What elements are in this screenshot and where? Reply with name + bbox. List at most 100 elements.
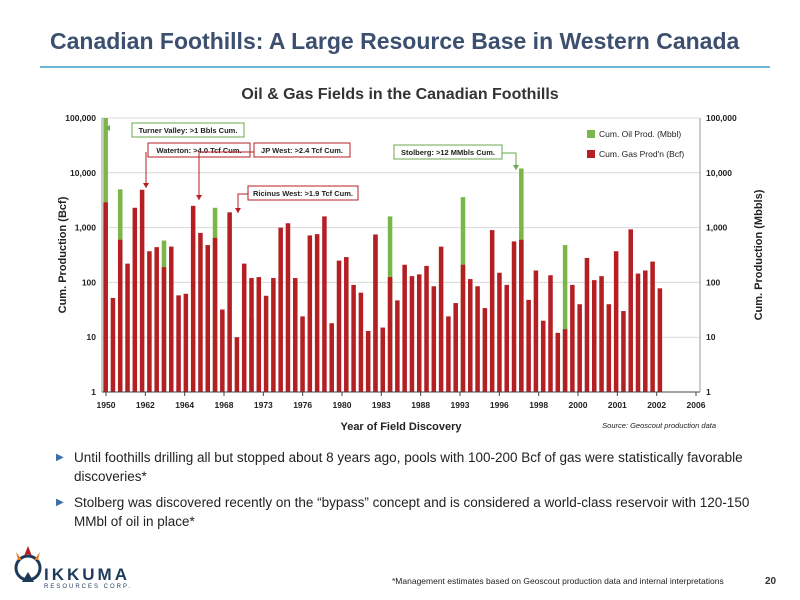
x-tick-label: 2006 [687,400,706,410]
oil-bar [562,245,568,392]
gas-bar [519,239,524,392]
gas-bar [511,241,517,392]
callout-box [131,122,245,138]
gas-bar [438,246,444,392]
gas-bar [154,247,159,392]
gas-bar [577,304,582,392]
gas-bar [657,288,663,392]
bullet-arrow-icon: ▶ [56,452,64,463]
gas-bar [300,316,305,392]
gas-bar [110,297,116,392]
gas-bar [635,273,641,392]
footnote: *Management estimates based on Geoscout … [392,576,724,586]
callout-box [253,142,351,158]
slide-title: Canadian Foothills: A Large Resource Bas… [50,28,740,54]
gas-bar [453,303,458,392]
gas-bar [424,265,429,392]
gas-bar [599,276,604,392]
callout-arrowhead-icon [105,125,110,131]
y-tick-label-left: 100,000 [65,113,96,123]
x-tick-label: 1962 [136,400,155,410]
gas-bar [169,246,174,392]
gas-bar [285,223,291,392]
y-axis-title-left: Cum. Production (Bcf) [57,196,69,313]
gas-bar [446,316,451,392]
gas-bar [584,257,590,392]
gas-bar [643,270,648,392]
gas-bar [292,278,298,392]
gas-bar [416,274,422,392]
x-tick-label: 1996 [490,400,509,410]
y-tick-label-left: 10 [87,332,97,342]
gas-bar [460,264,466,392]
gas-bar [139,189,145,392]
callout-label: Ricinus West: >1.9 Tcf Cum. [253,189,353,198]
gas-bar [256,277,262,392]
y-tick-label-right: 10,000 [706,168,732,178]
gas-bar [103,202,108,392]
gas-bar [497,272,502,392]
y-tick-label-right: 1 [706,387,711,397]
callout-leader [198,151,254,200]
flame-logo-icon [14,546,42,582]
x-tick-label: 1988 [411,400,430,410]
bullet-arrow-icon: ▶ [56,497,64,508]
gas-bar [336,260,342,392]
x-tick-label: 1968 [215,400,234,410]
gas-bar [380,327,386,392]
gas-bar [263,295,269,392]
y-tick-label-left: 1 [91,387,96,397]
gas-bar [475,286,480,392]
gas-bar [431,286,437,392]
callout-label: JP West: >2.4 Tcf Cum. [261,146,343,155]
callout-box [247,185,359,201]
gas-bar [190,205,196,392]
bullet-text: Until foothills drilling all but stopped… [74,450,743,484]
gas-bar [555,332,561,392]
y-tick-label-right: 1,000 [706,223,728,233]
gas-bar [402,264,407,392]
callout-label: Turner Valley: >1 Bbls Cum. [139,126,238,135]
gas-bar [562,329,568,392]
x-tick-label: 1976 [293,400,312,410]
company-logo [8,542,158,592]
source-note: Source: Geoscout production data [602,421,716,430]
logo-wordmark: IKKUMA [44,565,130,584]
gas-bar [227,212,232,392]
gas-bar [540,320,546,392]
gas-bar [278,227,283,392]
gas-bar [132,207,138,392]
gas-bar [468,279,473,392]
gas-bar [533,270,539,392]
gas-bar [504,284,510,392]
gas-bar [125,263,130,392]
legend-label-gas: Cum. Gas Prod'n (Bcf) [599,149,684,159]
x-axis-title: Year of Field Discovery [340,421,462,433]
gas-bar [161,267,167,392]
gas-bar [395,300,400,392]
callout-arrowhead-icon [196,195,202,200]
gas-bar [241,263,247,392]
legend-swatch-oil [587,130,595,138]
gas-bar [212,237,218,392]
gas-bar [117,239,123,392]
gas-bar [358,292,364,392]
bullet-list: ▶ Until foothills drilling all but stopp… [56,448,756,538]
gas-bar [351,284,356,392]
page-number: 20 [765,576,777,587]
x-tick-label: 1998 [529,400,548,410]
callout-arrowhead-icon [143,183,149,188]
gas-bar [365,330,371,392]
chart-title: Oil & Gas Fields in the Canadian Foothil… [241,86,559,103]
x-tick-label: 1980 [333,400,352,410]
logo-subtitle: RESOURCES CORP. [44,584,132,590]
gas-bar [314,234,320,392]
callout-arrowhead-icon [513,165,519,170]
gas-bar [198,232,203,392]
bullet-item: ▶ Until foothills drilling all but stopp… [56,448,756,486]
gas-bar [387,277,393,392]
gas-bar [526,299,531,392]
legend-swatch-gas [587,150,595,158]
gas-bar [271,278,276,392]
